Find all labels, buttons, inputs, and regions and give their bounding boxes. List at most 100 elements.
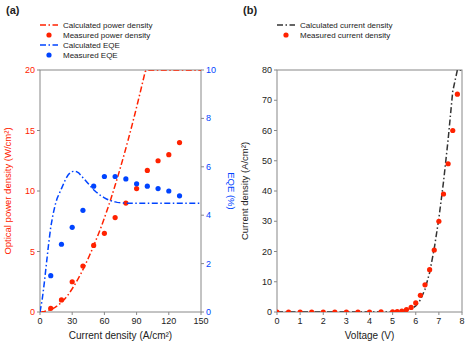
y2-tick-label: 2	[206, 259, 211, 269]
series-point	[166, 152, 171, 157]
y-tick	[274, 160, 277, 161]
y-tick-label: 20	[262, 247, 272, 257]
legend-swatch	[46, 32, 51, 37]
series-point	[446, 161, 451, 166]
series-point	[413, 300, 418, 305]
x-tick-label: 150	[193, 316, 208, 326]
series-point	[177, 193, 182, 198]
y-tick-label: 15	[25, 126, 35, 136]
y2-tick-label: 10	[206, 65, 216, 75]
series-point	[441, 191, 446, 196]
x-tick-label: 2	[321, 316, 326, 326]
series-point	[166, 188, 171, 193]
x-tick-label: 0	[274, 316, 279, 326]
legend-swatch	[40, 44, 58, 46]
y2-axis-label: EQE (%)	[226, 172, 237, 209]
y2-tick	[201, 118, 204, 119]
legend-label: Measured power density	[63, 31, 150, 40]
legend-label: Measured EQE	[63, 51, 118, 60]
panel-title: (b)	[243, 4, 257, 16]
legend-swatch	[40, 24, 58, 26]
y2-tick-label: 4	[206, 210, 211, 220]
series-point	[321, 309, 326, 312]
series-point	[70, 225, 75, 230]
series-point	[418, 293, 423, 298]
x-tick-label: 60	[99, 316, 109, 326]
x-tick-label: 1	[298, 316, 303, 326]
y-tick	[37, 191, 40, 192]
series-point	[436, 219, 441, 224]
y-tick-label: 0	[30, 307, 35, 317]
x-tick	[346, 312, 347, 315]
series-point	[450, 128, 455, 133]
series-point	[48, 306, 53, 311]
series-point	[378, 309, 383, 312]
x-tick-label: 30	[67, 316, 77, 326]
y2-tick	[201, 215, 204, 216]
series-point	[395, 309, 400, 312]
x-tick	[300, 312, 301, 315]
panel-title: (a)	[6, 4, 20, 16]
y2-tick	[201, 70, 204, 71]
series-point	[404, 307, 409, 312]
series-point	[134, 181, 139, 186]
series-point	[102, 174, 107, 179]
series-point	[113, 215, 118, 220]
series-point	[113, 174, 118, 179]
series-point	[432, 247, 437, 252]
series-point	[134, 186, 139, 191]
series-point	[332, 309, 337, 312]
series-point	[155, 186, 160, 191]
x-tick-label: 3	[344, 316, 349, 326]
x-tick	[369, 312, 370, 315]
series-point	[70, 279, 75, 284]
legend-label: Calculated power density	[63, 21, 152, 30]
x-tick-label: 7	[436, 316, 441, 326]
x-tick-label: 90	[132, 316, 142, 326]
x-tick	[462, 312, 463, 315]
series-point	[390, 309, 395, 312]
series-point	[145, 184, 150, 189]
series-point	[286, 309, 291, 312]
legend: Calculated current densityMeasured curre…	[277, 21, 393, 40]
y-tick-label: 40	[262, 186, 272, 196]
y-tick	[274, 281, 277, 282]
legend: Calculated power densityMeasured power d…	[40, 21, 152, 60]
series-point	[91, 184, 96, 189]
x-tick	[438, 312, 439, 315]
series-point	[59, 242, 64, 247]
series-point	[59, 297, 64, 302]
series-line	[277, 70, 462, 312]
y2-tick-label: 8	[206, 113, 211, 123]
plot-area	[40, 70, 201, 312]
series-point	[145, 168, 150, 173]
x-tick-label: 5	[390, 316, 395, 326]
y-tick-label: 20	[25, 65, 35, 75]
series-point	[155, 158, 160, 163]
series-point	[455, 92, 460, 97]
plot-area	[277, 70, 462, 312]
y-tick-label: 70	[262, 95, 272, 105]
legend-swatch	[283, 32, 288, 37]
series-line	[40, 70, 201, 312]
x-tick-label: 8	[459, 316, 464, 326]
series-point	[80, 263, 85, 268]
y-tick-label: 50	[262, 156, 272, 166]
y-tick	[37, 251, 40, 252]
series-point	[48, 273, 53, 278]
y-tick	[274, 70, 277, 71]
y2-tick-label: 0	[206, 307, 211, 317]
y-tick	[274, 312, 277, 313]
legend-label: Measured current density	[300, 31, 390, 40]
y-tick-label: 0	[267, 307, 272, 317]
y-tick-label: 80	[262, 65, 272, 75]
y-tick-label: 5	[30, 247, 35, 257]
y-tick	[37, 70, 40, 71]
y-tick	[274, 100, 277, 101]
y2-tick	[201, 263, 204, 264]
y-tick-label: 10	[262, 277, 272, 287]
panel: (b)01234567801020304050607080Voltage (V)…	[239, 4, 465, 341]
y-tick-label: 30	[262, 216, 272, 226]
x-tick	[323, 312, 324, 315]
x-tick-label: 6	[413, 316, 418, 326]
